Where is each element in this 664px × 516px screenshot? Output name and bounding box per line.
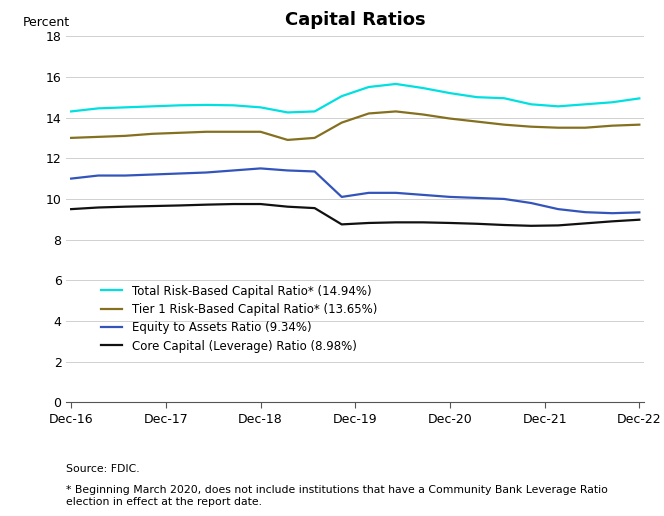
Equity to Assets Ratio (9.34%) <box>500 196 508 202</box>
Text: * Beginning March 2020, does not include institutions that have a Community Bank: * Beginning March 2020, does not include… <box>66 485 608 507</box>
Total Risk-Based Capital Ratio* (14.94%) <box>122 104 129 110</box>
Equity to Assets Ratio (9.34%) <box>446 194 454 200</box>
Equity to Assets Ratio (9.34%) <box>554 206 562 212</box>
Equity to Assets Ratio (9.34%) <box>94 172 102 179</box>
Total Risk-Based Capital Ratio* (14.94%) <box>473 94 481 100</box>
Total Risk-Based Capital Ratio* (14.94%) <box>175 102 183 108</box>
Tier 1 Risk-Based Capital Ratio* (13.65%) <box>256 128 264 135</box>
Text: Percent: Percent <box>23 16 70 29</box>
Tier 1 Risk-Based Capital Ratio* (13.65%) <box>338 120 346 126</box>
Tier 1 Risk-Based Capital Ratio* (13.65%) <box>122 133 129 139</box>
Line: Core Capital (Leverage) Ratio (8.98%): Core Capital (Leverage) Ratio (8.98%) <box>71 204 639 226</box>
Total Risk-Based Capital Ratio* (14.94%) <box>608 99 616 105</box>
Core Capital (Leverage) Ratio (8.98%) <box>500 222 508 228</box>
Equity to Assets Ratio (9.34%) <box>67 175 75 182</box>
Core Capital (Leverage) Ratio (8.98%) <box>419 219 427 225</box>
Core Capital (Leverage) Ratio (8.98%) <box>122 204 129 210</box>
Total Risk-Based Capital Ratio* (14.94%) <box>446 90 454 96</box>
Equity to Assets Ratio (9.34%) <box>527 200 535 206</box>
Tier 1 Risk-Based Capital Ratio* (13.65%) <box>67 135 75 141</box>
Line: Equity to Assets Ratio (9.34%): Equity to Assets Ratio (9.34%) <box>71 168 639 213</box>
Core Capital (Leverage) Ratio (8.98%) <box>581 220 589 227</box>
Total Risk-Based Capital Ratio* (14.94%) <box>148 103 156 109</box>
Tier 1 Risk-Based Capital Ratio* (13.65%) <box>419 111 427 118</box>
Equity to Assets Ratio (9.34%) <box>175 170 183 176</box>
Core Capital (Leverage) Ratio (8.98%) <box>527 223 535 229</box>
Total Risk-Based Capital Ratio* (14.94%) <box>94 105 102 111</box>
Tier 1 Risk-Based Capital Ratio* (13.65%) <box>608 123 616 129</box>
Tier 1 Risk-Based Capital Ratio* (13.65%) <box>203 128 210 135</box>
Tier 1 Risk-Based Capital Ratio* (13.65%) <box>365 110 373 117</box>
Core Capital (Leverage) Ratio (8.98%) <box>338 221 346 228</box>
Tier 1 Risk-Based Capital Ratio* (13.65%) <box>635 122 643 128</box>
Equity to Assets Ratio (9.34%) <box>419 192 427 198</box>
Core Capital (Leverage) Ratio (8.98%) <box>608 218 616 224</box>
Core Capital (Leverage) Ratio (8.98%) <box>94 204 102 211</box>
Total Risk-Based Capital Ratio* (14.94%) <box>635 95 643 102</box>
Equity to Assets Ratio (9.34%) <box>365 190 373 196</box>
Core Capital (Leverage) Ratio (8.98%) <box>284 204 291 210</box>
Core Capital (Leverage) Ratio (8.98%) <box>175 202 183 208</box>
Core Capital (Leverage) Ratio (8.98%) <box>446 220 454 226</box>
Tier 1 Risk-Based Capital Ratio* (13.65%) <box>554 124 562 131</box>
Tier 1 Risk-Based Capital Ratio* (13.65%) <box>175 130 183 136</box>
Tier 1 Risk-Based Capital Ratio* (13.65%) <box>230 128 238 135</box>
Total Risk-Based Capital Ratio* (14.94%) <box>554 103 562 109</box>
Core Capital (Leverage) Ratio (8.98%) <box>392 219 400 225</box>
Total Risk-Based Capital Ratio* (14.94%) <box>311 108 319 115</box>
Core Capital (Leverage) Ratio (8.98%) <box>148 203 156 209</box>
Total Risk-Based Capital Ratio* (14.94%) <box>203 102 210 108</box>
Core Capital (Leverage) Ratio (8.98%) <box>311 205 319 211</box>
Equity to Assets Ratio (9.34%) <box>608 210 616 216</box>
Equity to Assets Ratio (9.34%) <box>581 209 589 215</box>
Tier 1 Risk-Based Capital Ratio* (13.65%) <box>473 119 481 125</box>
Total Risk-Based Capital Ratio* (14.94%) <box>284 109 291 116</box>
Tier 1 Risk-Based Capital Ratio* (13.65%) <box>284 137 291 143</box>
Equity to Assets Ratio (9.34%) <box>284 167 291 173</box>
Equity to Assets Ratio (9.34%) <box>311 168 319 174</box>
Total Risk-Based Capital Ratio* (14.94%) <box>230 102 238 108</box>
Total Risk-Based Capital Ratio* (14.94%) <box>392 81 400 87</box>
Line: Total Risk-Based Capital Ratio* (14.94%): Total Risk-Based Capital Ratio* (14.94%) <box>71 84 639 112</box>
Core Capital (Leverage) Ratio (8.98%) <box>203 202 210 208</box>
Text: Source: FDIC.: Source: FDIC. <box>66 464 140 474</box>
Equity to Assets Ratio (9.34%) <box>256 165 264 171</box>
Total Risk-Based Capital Ratio* (14.94%) <box>256 104 264 110</box>
Total Risk-Based Capital Ratio* (14.94%) <box>581 101 589 107</box>
Equity to Assets Ratio (9.34%) <box>392 190 400 196</box>
Equity to Assets Ratio (9.34%) <box>473 195 481 201</box>
Tier 1 Risk-Based Capital Ratio* (13.65%) <box>311 135 319 141</box>
Total Risk-Based Capital Ratio* (14.94%) <box>365 84 373 90</box>
Tier 1 Risk-Based Capital Ratio* (13.65%) <box>392 108 400 115</box>
Total Risk-Based Capital Ratio* (14.94%) <box>500 95 508 101</box>
Total Risk-Based Capital Ratio* (14.94%) <box>419 85 427 91</box>
Core Capital (Leverage) Ratio (8.98%) <box>256 201 264 207</box>
Core Capital (Leverage) Ratio (8.98%) <box>554 222 562 229</box>
Core Capital (Leverage) Ratio (8.98%) <box>473 221 481 227</box>
Core Capital (Leverage) Ratio (8.98%) <box>635 217 643 223</box>
Core Capital (Leverage) Ratio (8.98%) <box>365 220 373 226</box>
Equity to Assets Ratio (9.34%) <box>230 167 238 173</box>
Title: Capital Ratios: Capital Ratios <box>285 11 426 29</box>
Legend: Total Risk-Based Capital Ratio* (14.94%), Tier 1 Risk-Based Capital Ratio* (13.6: Total Risk-Based Capital Ratio* (14.94%)… <box>101 285 377 352</box>
Total Risk-Based Capital Ratio* (14.94%) <box>67 108 75 115</box>
Equity to Assets Ratio (9.34%) <box>203 169 210 175</box>
Equity to Assets Ratio (9.34%) <box>635 209 643 216</box>
Total Risk-Based Capital Ratio* (14.94%) <box>338 93 346 99</box>
Tier 1 Risk-Based Capital Ratio* (13.65%) <box>581 124 589 131</box>
Equity to Assets Ratio (9.34%) <box>148 171 156 178</box>
Tier 1 Risk-Based Capital Ratio* (13.65%) <box>500 122 508 128</box>
Tier 1 Risk-Based Capital Ratio* (13.65%) <box>527 124 535 130</box>
Core Capital (Leverage) Ratio (8.98%) <box>230 201 238 207</box>
Tier 1 Risk-Based Capital Ratio* (13.65%) <box>94 134 102 140</box>
Tier 1 Risk-Based Capital Ratio* (13.65%) <box>148 131 156 137</box>
Core Capital (Leverage) Ratio (8.98%) <box>67 206 75 212</box>
Tier 1 Risk-Based Capital Ratio* (13.65%) <box>446 116 454 122</box>
Equity to Assets Ratio (9.34%) <box>122 172 129 179</box>
Equity to Assets Ratio (9.34%) <box>338 194 346 200</box>
Line: Tier 1 Risk-Based Capital Ratio* (13.65%): Tier 1 Risk-Based Capital Ratio* (13.65%… <box>71 111 639 140</box>
Total Risk-Based Capital Ratio* (14.94%) <box>527 101 535 107</box>
